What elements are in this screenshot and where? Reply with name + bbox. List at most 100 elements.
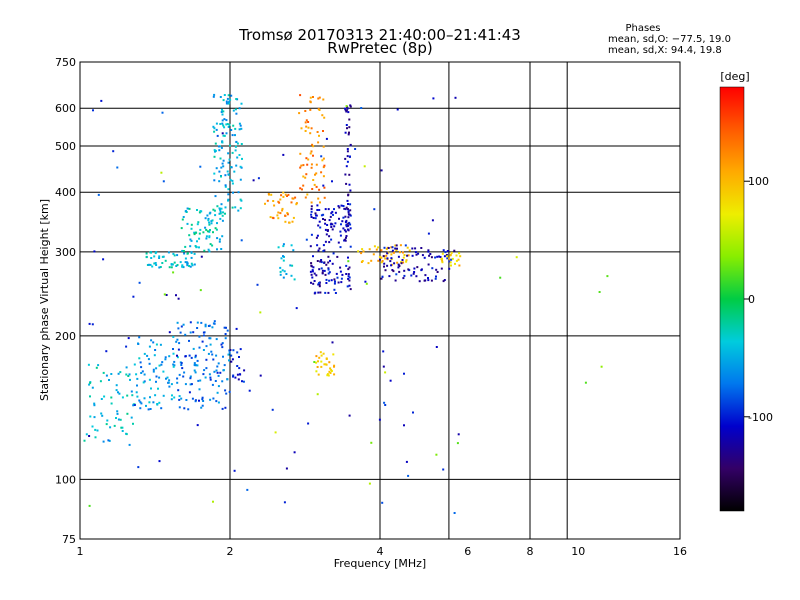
echo-point	[329, 215, 332, 218]
echo-point	[217, 374, 220, 377]
echo-point	[427, 249, 430, 252]
echo-point	[333, 365, 335, 368]
echo-point	[208, 235, 211, 238]
echo-point	[220, 207, 223, 210]
echo-point	[163, 293, 166, 296]
colorbar	[719, 86, 745, 512]
echo-point	[396, 108, 399, 111]
echo-point	[223, 326, 226, 329]
echo-point	[236, 365, 239, 367]
echo-point	[118, 392, 121, 395]
echo-point	[323, 196, 326, 199]
echo-point	[191, 264, 194, 267]
echo-point	[438, 255, 441, 258]
echo-point	[320, 267, 323, 270]
echo-point	[173, 360, 176, 363]
echo-point	[345, 235, 348, 237]
echo-point	[109, 426, 112, 429]
echo-point	[180, 227, 183, 230]
echo-point	[208, 373, 211, 376]
echo-point	[436, 271, 439, 273]
echo-point	[318, 220, 321, 223]
echo-point	[391, 269, 394, 271]
echo-point	[306, 193, 309, 196]
echo-point	[287, 193, 290, 196]
echo-point	[373, 245, 376, 248]
echo-point	[170, 383, 173, 386]
echo-point	[227, 193, 230, 196]
echo-point	[239, 165, 242, 168]
echo-point	[190, 356, 193, 359]
echo-point	[401, 259, 404, 261]
echo-point	[349, 155, 351, 158]
echo-point	[224, 174, 227, 177]
echo-point	[194, 354, 197, 357]
echo-point	[218, 149, 221, 152]
echo-point	[236, 351, 239, 354]
echo-point	[158, 266, 161, 269]
echo-point	[238, 107, 241, 110]
echo-point	[388, 275, 391, 278]
echo-point	[384, 269, 387, 272]
echo-point	[300, 164, 303, 167]
echo-point	[333, 373, 336, 376]
echo-point	[320, 261, 323, 264]
echo-point	[159, 266, 162, 268]
echo-point	[216, 237, 219, 240]
echo-point	[317, 291, 320, 294]
echo-point	[316, 366, 319, 368]
echo-point	[219, 96, 222, 98]
echo-point	[238, 373, 241, 376]
echo-point	[378, 255, 381, 258]
echo-point	[325, 278, 328, 281]
echo-point	[236, 156, 239, 159]
echo-point	[324, 240, 327, 243]
echo-point	[441, 261, 444, 264]
echo-point	[238, 122, 241, 125]
echo-point	[345, 224, 348, 227]
echo-point	[414, 251, 417, 254]
echo-point	[209, 378, 212, 381]
echo-point	[229, 349, 232, 351]
echo-point	[406, 246, 409, 249]
echo-point	[327, 261, 330, 264]
echo-point	[132, 295, 135, 298]
echo-point	[173, 396, 176, 399]
echo-point	[282, 191, 285, 194]
echo-point	[349, 189, 352, 192]
echo-point	[348, 213, 351, 216]
echo-point	[152, 341, 155, 344]
echo-point	[152, 368, 155, 371]
echo-point	[395, 273, 398, 276]
echo-point	[213, 172, 216, 175]
echo-point	[318, 282, 321, 284]
echo-point	[158, 460, 161, 463]
echo-point	[209, 211, 212, 214]
echo-point	[218, 212, 221, 215]
echo-point	[349, 227, 352, 230]
echo-point	[322, 166, 325, 169]
echo-point	[176, 264, 179, 266]
echo-point	[151, 265, 154, 268]
echo-point	[199, 228, 202, 231]
echo-point	[140, 372, 143, 374]
echo-point	[191, 397, 194, 400]
echo-point	[305, 157, 308, 160]
echo-point	[310, 273, 313, 276]
echo-point	[221, 108, 223, 111]
echo-point	[189, 375, 192, 378]
echo-point	[239, 207, 242, 210]
echo-point	[214, 150, 216, 153]
echo-point	[148, 345, 151, 348]
echo-point	[130, 416, 133, 419]
echo-point	[218, 238, 221, 241]
echo-point	[100, 99, 103, 102]
echo-point	[190, 227, 193, 230]
echo-point	[283, 501, 286, 504]
info-heading: Phases	[625, 23, 660, 34]
echo-point	[364, 280, 367, 283]
echo-point	[330, 279, 333, 282]
echo-point	[186, 252, 189, 255]
echo-point	[110, 396, 113, 399]
echo-point	[230, 129, 233, 131]
